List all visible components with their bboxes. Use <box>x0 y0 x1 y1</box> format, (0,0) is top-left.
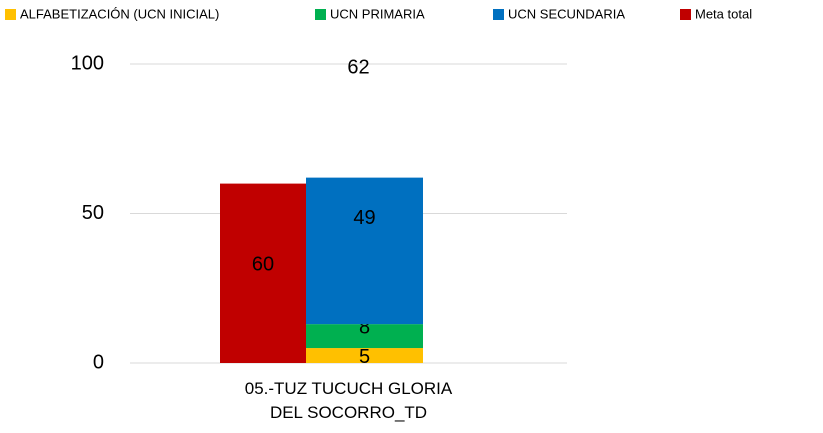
legend-swatch <box>493 9 504 20</box>
bar-segment <box>306 348 423 363</box>
legend-swatch <box>680 9 691 20</box>
y-tick-label: 100 <box>71 52 104 74</box>
legend-label: UCN PRIMARIA <box>330 6 425 21</box>
y-tick-label: 50 <box>82 202 104 224</box>
legend-swatch <box>315 9 326 20</box>
total-label: 62 <box>347 56 369 78</box>
bar-segment <box>306 324 423 349</box>
legend-label: Meta total <box>695 6 752 21</box>
x-tick-label-box: 05.-TUZ TUCUCH GLORIA DEL SOCORRO_TD <box>244 379 453 422</box>
data-label: 8 <box>359 316 370 338</box>
legend-swatch <box>5 9 16 20</box>
data-label: 49 <box>353 207 375 229</box>
bar-segment <box>220 183 306 363</box>
data-label: 60 <box>252 254 274 276</box>
x-tick-label: 05.-TUZ TUCUCH GLORIA DEL SOCORRO_TD <box>244 379 453 422</box>
y-tick-label: 0 <box>93 351 104 373</box>
legend-label: ALFABETIZACIÓN (UCN INICIAL) <box>20 6 219 21</box>
bar-segment <box>306 177 423 325</box>
legend-label: UCN SECUNDARIA <box>508 6 625 21</box>
data-label: 5 <box>359 346 370 368</box>
